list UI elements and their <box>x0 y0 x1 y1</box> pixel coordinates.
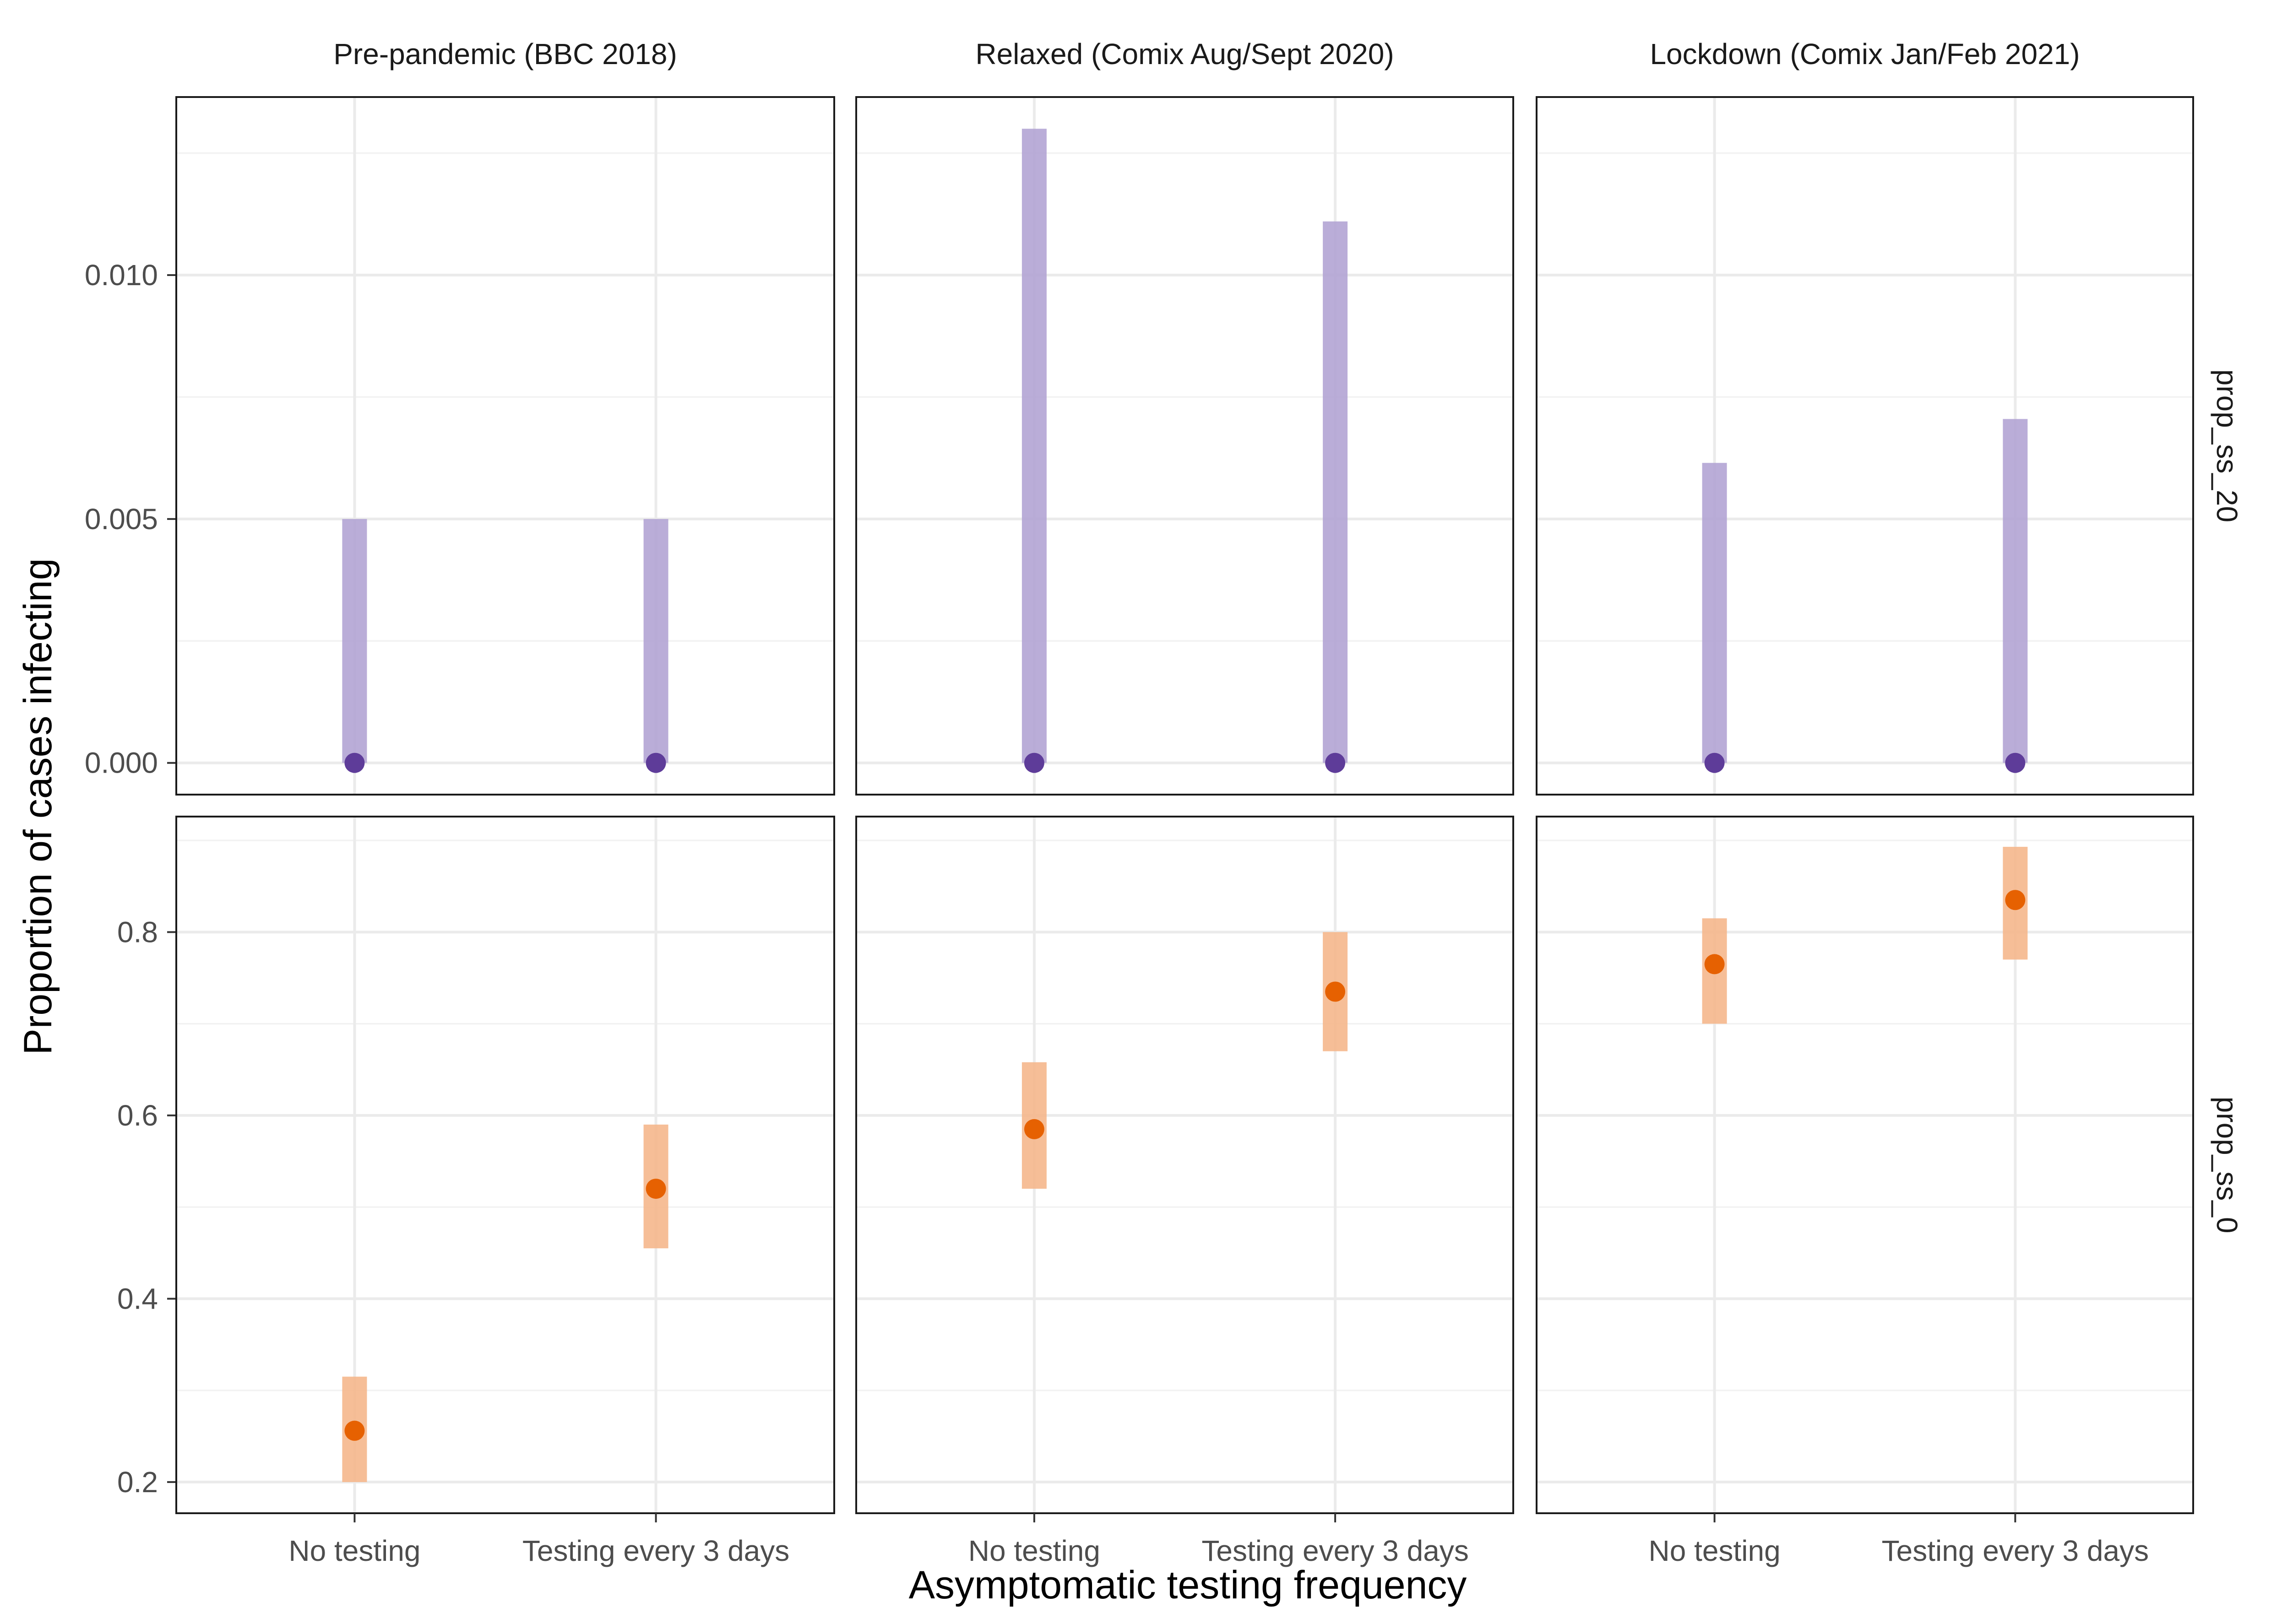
x-axis-title: Asymptomatic testing frequency <box>909 1563 1467 1607</box>
y-tick-label: 0.4 <box>117 1282 158 1315</box>
facet-column-label-relaxed-comix-aug-sept-2020: Relaxed (Comix Aug/Sept 2020) <box>975 38 1394 70</box>
point-prop-ss-0-no-testing <box>344 1420 365 1441</box>
panel-background <box>176 817 834 1513</box>
point-prop-ss-20-testing-every-3-days <box>2005 752 2026 773</box>
interval-band-prop-ss-20-testing-every-3-days <box>2003 419 2028 763</box>
point-prop-ss-20-testing-every-3-days <box>1325 752 1346 773</box>
interval-band-prop-ss-20-no-testing <box>1702 463 1727 763</box>
facet-column-label-pre-pandemic-bbc-2018: Pre-pandemic (BBC 2018) <box>333 38 677 70</box>
panel-background <box>856 97 1513 795</box>
facet-column-label-lockdown-comix-jan-feb-2021: Lockdown (Comix Jan/Feb 2021) <box>1650 38 2080 70</box>
y-tick-label: 0.2 <box>117 1466 158 1499</box>
panel-frame <box>855 816 1514 1514</box>
point-prop-ss-0-testing-every-3-days <box>1325 981 1346 1002</box>
x-tick-label-testing-every-3-days: Testing every 3 days <box>1882 1534 2149 1567</box>
facet-row-label-prop-ss-0: prop_ss_0 <box>2211 1097 2244 1234</box>
point-prop-ss-0-testing-every-3-days <box>646 1179 666 1199</box>
point-prop-ss-0-testing-every-3-days <box>2005 890 2026 910</box>
panel-frame <box>1536 96 2194 796</box>
panel-background <box>1537 817 2193 1513</box>
panel-background <box>176 97 834 795</box>
panel-background <box>1537 97 2193 795</box>
y-tick-label: 0.000 <box>85 747 158 780</box>
panel-frame <box>175 816 835 1514</box>
point-prop-ss-0-no-testing <box>1704 954 1725 974</box>
x-tick-label-no-testing: No testing <box>288 1534 420 1567</box>
panel-frame <box>175 96 835 796</box>
facet-row-label-prop-ss-20: prop_ss_20 <box>2211 369 2244 522</box>
point-prop-ss-0-no-testing <box>1024 1119 1044 1139</box>
y-tick-label: 0.005 <box>85 503 158 536</box>
interval-band-prop-ss-20-no-testing <box>342 519 367 763</box>
point-prop-ss-20-no-testing <box>344 752 365 773</box>
y-axis-title: Proportion of cases infecting <box>16 558 60 1055</box>
interval-band-prop-ss-20-testing-every-3-days <box>643 519 668 763</box>
x-tick-label-no-testing: No testing <box>1649 1534 1781 1567</box>
point-prop-ss-20-testing-every-3-days <box>646 752 666 773</box>
y-tick-label: 0.8 <box>117 915 158 948</box>
panel-background <box>856 817 1513 1513</box>
x-tick-label-testing-every-3-days: Testing every 3 days <box>522 1534 789 1567</box>
x-tick-label-no-testing: No testing <box>968 1534 1100 1567</box>
y-tick-label: 0.6 <box>117 1099 158 1132</box>
interval-band-prop-ss-20-testing-every-3-days <box>1323 221 1348 763</box>
y-tick-label: 0.010 <box>85 259 158 292</box>
point-prop-ss-20-no-testing <box>1024 752 1044 773</box>
point-prop-ss-20-no-testing <box>1704 752 1725 773</box>
interval-band-prop-ss-20-no-testing <box>1021 129 1047 763</box>
x-tick-label-testing-every-3-days: Testing every 3 days <box>1201 1534 1468 1567</box>
panel-frame <box>855 96 1514 796</box>
panel-frame <box>1536 816 2194 1514</box>
